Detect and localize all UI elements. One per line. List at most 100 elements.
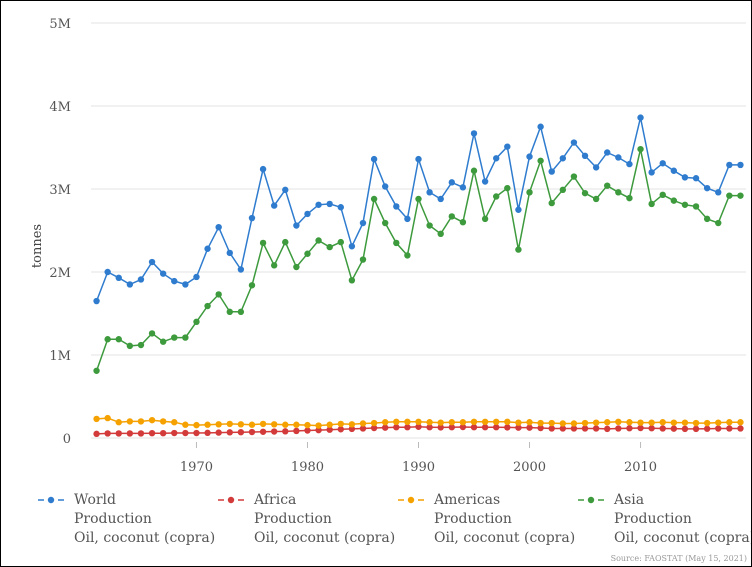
data-point-africa[interactable] — [126, 430, 134, 437]
data-point-world[interactable] — [537, 123, 544, 130]
data-point-americas[interactable] — [159, 418, 167, 425]
data-point-africa[interactable] — [315, 426, 322, 434]
data-point-asia[interactable] — [159, 338, 167, 345]
data-point-world[interactable] — [448, 179, 456, 186]
data-point-world[interactable] — [415, 155, 422, 163]
data-point-africa[interactable] — [304, 427, 311, 434]
data-point-asia[interactable] — [526, 189, 533, 196]
data-point-africa[interactable] — [515, 424, 522, 431]
data-point-africa[interactable] — [715, 425, 722, 432]
data-point-world[interactable] — [426, 189, 433, 196]
data-point-asia[interactable] — [670, 197, 678, 204]
data-point-americas[interactable] — [737, 419, 744, 426]
data-point-africa[interactable] — [337, 426, 344, 433]
data-point-asia[interactable] — [648, 200, 655, 208]
data-point-asia[interactable] — [626, 194, 633, 202]
data-point-americas[interactable] — [226, 420, 233, 428]
data-point-americas[interactable] — [293, 421, 300, 428]
data-point-world[interactable] — [648, 169, 655, 176]
data-point-americas[interactable] — [415, 418, 422, 426]
data-point-world[interactable] — [126, 281, 134, 288]
data-point-asia[interactable] — [726, 192, 733, 199]
data-point-asia[interactable] — [481, 215, 489, 223]
data-point-asia[interactable] — [282, 238, 289, 246]
data-point-americas[interactable] — [182, 421, 189, 428]
data-point-africa[interactable] — [681, 425, 689, 433]
data-point-asia[interactable] — [415, 195, 422, 203]
data-point-africa[interactable] — [248, 428, 256, 436]
data-point-asia[interactable] — [637, 145, 644, 153]
data-point-americas[interactable] — [504, 418, 511, 426]
data-point-asia[interactable] — [259, 239, 267, 247]
data-point-asia[interactable] — [703, 215, 711, 223]
data-point-asia[interactable] — [515, 246, 522, 253]
data-point-americas[interactable] — [526, 419, 533, 426]
data-point-asia[interactable] — [615, 189, 622, 196]
data-point-asia[interactable] — [681, 201, 689, 208]
data-point-world[interactable] — [237, 266, 245, 273]
data-point-world[interactable] — [159, 270, 167, 277]
data-point-world[interactable] — [204, 245, 211, 252]
data-point-asia[interactable] — [326, 243, 333, 251]
data-point-africa[interactable] — [193, 429, 200, 437]
data-point-americas[interactable] — [493, 418, 500, 426]
data-point-americas[interactable] — [315, 422, 322, 429]
data-point-africa[interactable] — [137, 430, 145, 437]
data-point-africa[interactable] — [215, 429, 222, 436]
data-point-americas[interactable] — [626, 419, 633, 426]
data-point-world[interactable] — [248, 214, 256, 222]
data-point-world[interactable] — [481, 178, 489, 185]
data-point-world[interactable] — [315, 201, 322, 208]
data-point-world[interactable] — [182, 281, 189, 288]
data-point-americas[interactable] — [93, 415, 100, 423]
data-point-americas[interactable] — [104, 414, 111, 422]
data-point-americas[interactable] — [370, 419, 378, 427]
data-point-world[interactable] — [715, 189, 722, 196]
data-point-africa[interactable] — [559, 425, 567, 432]
data-point-world[interactable] — [692, 175, 700, 182]
data-point-asia[interactable] — [226, 308, 233, 316]
data-point-africa[interactable] — [493, 424, 500, 431]
data-point-africa[interactable] — [481, 424, 489, 431]
data-point-americas[interactable] — [648, 419, 655, 426]
data-point-world[interactable] — [404, 215, 411, 223]
data-point-americas[interactable] — [282, 421, 289, 428]
data-point-world[interactable] — [581, 152, 589, 159]
data-point-africa[interactable] — [326, 426, 333, 433]
data-point-world[interactable] — [515, 206, 522, 213]
data-point-asia[interactable] — [404, 252, 411, 259]
data-point-americas[interactable] — [592, 419, 600, 426]
data-point-asia[interactable] — [148, 330, 156, 337]
data-point-americas[interactable] — [393, 418, 400, 426]
data-point-world[interactable] — [604, 149, 611, 156]
data-point-americas[interactable] — [692, 419, 700, 427]
data-point-americas[interactable] — [126, 418, 134, 425]
data-point-world[interactable] — [270, 202, 278, 209]
data-point-world[interactable] — [171, 277, 178, 285]
data-point-asia[interactable] — [104, 336, 111, 343]
data-point-americas[interactable] — [637, 419, 644, 426]
data-point-africa[interactable] — [659, 425, 666, 432]
data-point-world[interactable] — [703, 184, 711, 192]
data-point-americas[interactable] — [359, 420, 367, 427]
data-point-americas[interactable] — [670, 419, 678, 426]
data-point-americas[interactable] — [259, 420, 267, 428]
data-point-asia[interactable] — [737, 192, 744, 199]
data-point-americas[interactable] — [404, 418, 411, 426]
data-point-africa[interactable] — [93, 430, 100, 438]
data-point-world[interactable] — [659, 160, 666, 167]
data-point-world[interactable] — [459, 184, 467, 191]
data-point-asia[interactable] — [215, 291, 222, 298]
data-point-africa[interactable] — [626, 425, 633, 432]
data-point-africa[interactable] — [404, 424, 411, 431]
data-point-americas[interactable] — [248, 421, 256, 428]
data-point-world[interactable] — [359, 219, 367, 227]
data-point-world[interactable] — [193, 273, 200, 281]
data-point-africa[interactable] — [726, 425, 733, 432]
data-point-world[interactable] — [526, 153, 533, 160]
data-point-africa[interactable] — [359, 425, 367, 432]
data-point-world[interactable] — [348, 243, 356, 250]
data-point-asia[interactable] — [581, 189, 589, 197]
data-point-asia[interactable] — [459, 219, 467, 226]
data-point-africa[interactable] — [504, 424, 511, 431]
